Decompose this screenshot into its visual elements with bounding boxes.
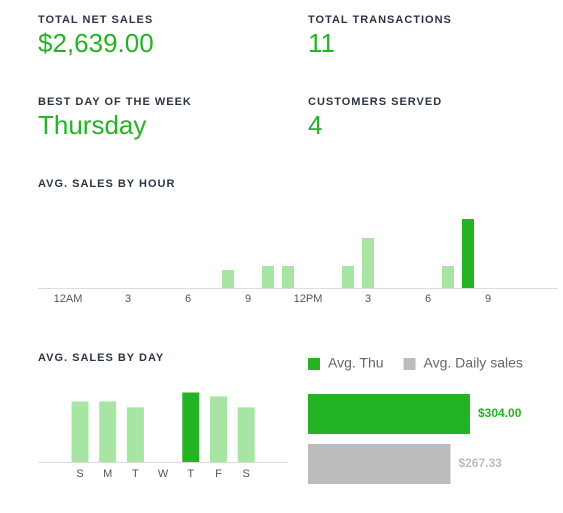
bar	[342, 266, 354, 288]
section-title: AVG. SALES BY DAY	[38, 352, 164, 364]
legend-swatch	[403, 358, 416, 370]
x-tick-label: T	[132, 468, 139, 480]
stat-label: CUSTOMERS SERVED	[308, 96, 442, 108]
bar	[462, 219, 474, 288]
x-tick-label: 3	[125, 293, 131, 305]
x-tick-label: 6	[425, 293, 431, 305]
x-tick-label: T	[187, 468, 194, 480]
x-tick-label: 12AM	[54, 293, 83, 305]
stat-value: $2,639.00	[38, 28, 154, 58]
x-tick-label: F	[215, 468, 222, 480]
legend-label: Avg. Daily sales	[424, 355, 523, 371]
x-tick-label: S	[76, 468, 83, 480]
bar	[182, 392, 200, 462]
value-label: $304.00	[478, 406, 522, 420]
stat-label: TOTAL TRANSACTIONS	[308, 14, 452, 26]
legend-label: Avg. Thu	[328, 355, 384, 371]
section-title: AVG. SALES BY HOUR	[38, 178, 175, 190]
x-tick-label: 12PM	[294, 293, 323, 305]
bar	[71, 401, 89, 462]
bar	[99, 401, 117, 462]
bar	[237, 407, 255, 462]
x-tick-label: S	[243, 468, 250, 480]
x-tick-label: 9	[245, 293, 251, 305]
bar	[308, 444, 451, 484]
x-tick-label: 3	[365, 293, 371, 305]
value-label: $267.33	[458, 456, 502, 470]
stat-value: 4	[308, 110, 322, 140]
x-tick-label: 9	[485, 293, 491, 305]
bar	[210, 396, 227, 462]
bar	[442, 266, 454, 288]
x-tick-label: 6	[185, 293, 191, 305]
bar	[126, 407, 144, 462]
stat-value: Thursday	[38, 110, 146, 140]
x-tick-label: W	[158, 468, 169, 480]
stat-label: TOTAL NET SALES	[38, 14, 153, 26]
bar	[308, 394, 470, 434]
bar	[262, 266, 274, 288]
legend-swatch	[308, 358, 320, 370]
bar	[282, 266, 294, 288]
bar	[362, 238, 374, 288]
stat-label: BEST DAY OF THE WEEK	[38, 96, 192, 108]
bar	[222, 270, 234, 288]
x-tick-label: M	[103, 468, 112, 480]
stat-value: 11	[308, 28, 335, 58]
